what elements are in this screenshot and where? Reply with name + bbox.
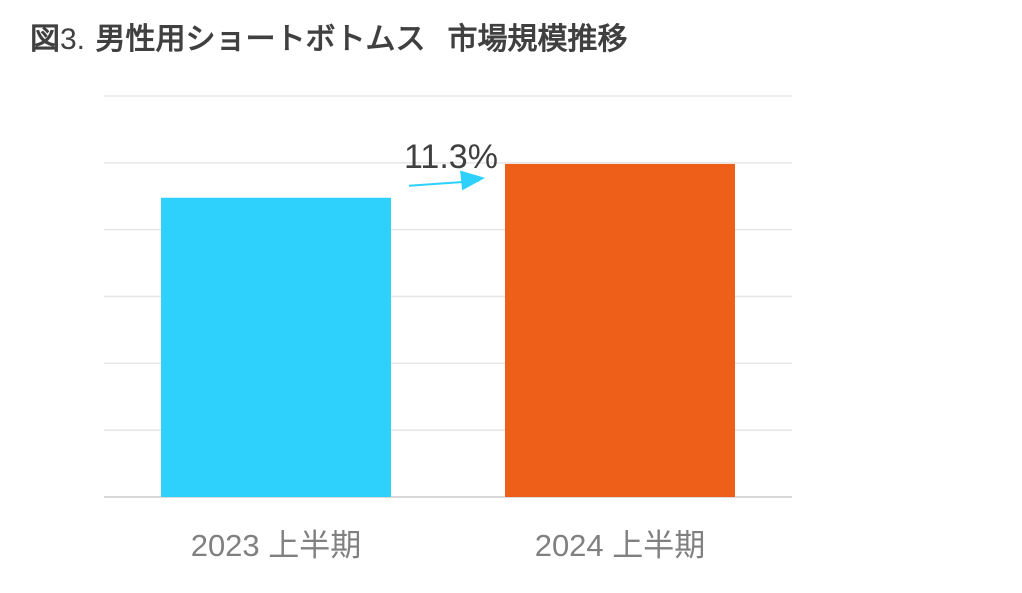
bar-1 <box>161 197 391 497</box>
growth-annotation: 11.3% <box>404 138 498 191</box>
category-label-2: 2024 上半期 <box>535 528 706 563</box>
title-main: 男性用ショートボトムス <box>95 22 426 57</box>
chart-title: 図3. 男性用ショートボトムス 市場規模推移 <box>30 14 627 58</box>
growth-arrowhead <box>460 170 485 191</box>
title-sub: 市場規模推移 <box>447 22 628 57</box>
category-label-1: 2023 上半期 <box>191 528 362 563</box>
category-labels: 2023 上半期 2024 上半期 <box>191 528 706 563</box>
title-figure-label: 図 <box>30 22 60 57</box>
growth-label: 11.3% <box>404 138 498 176</box>
bar-2 <box>505 163 735 497</box>
bars <box>161 163 735 497</box>
title-figure-number: 3. <box>60 23 86 56</box>
